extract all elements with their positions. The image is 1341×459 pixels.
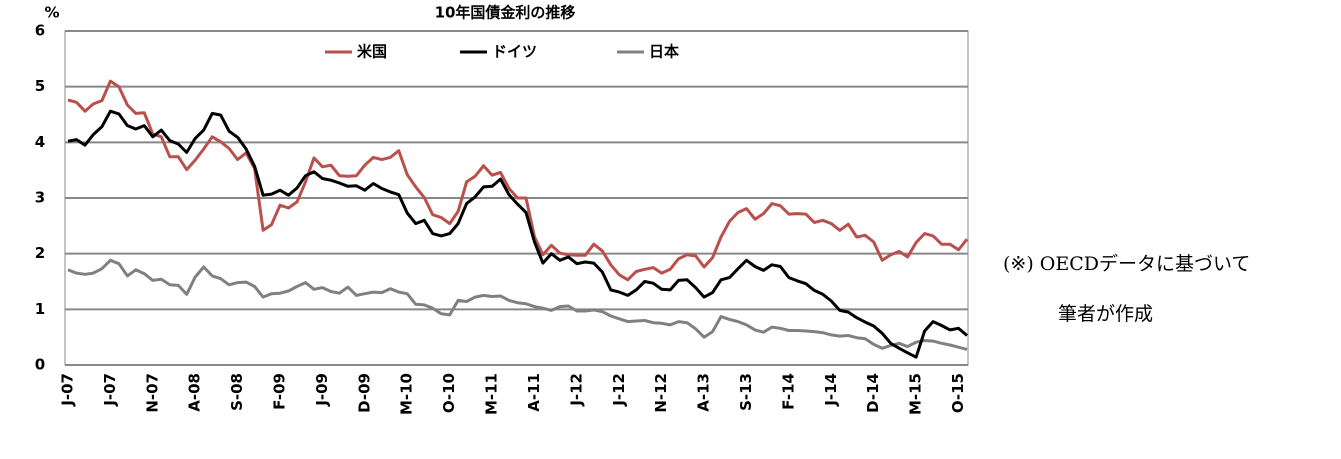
y-tick-label: 4 xyxy=(35,133,45,151)
x-tick-label: S-13 xyxy=(737,373,755,411)
x-tick-label: M-15 xyxy=(907,373,925,415)
x-tick-label: F-14 xyxy=(779,373,797,410)
y-tick-label: 0 xyxy=(35,356,45,374)
y-tick-label: 1 xyxy=(35,300,45,318)
x-tick-label: N-07 xyxy=(143,373,161,413)
x-tick-label: A-13 xyxy=(695,373,713,412)
x-tick-label: O-15 xyxy=(949,373,967,413)
x-tick-label: J-07 xyxy=(101,373,119,407)
x-tick-label: D-14 xyxy=(864,373,882,413)
y-tick-label: 2 xyxy=(35,244,45,262)
y-tick-label: 5 xyxy=(35,77,45,95)
x-tick-label: J-12 xyxy=(567,373,585,407)
y-tick-label: 3 xyxy=(35,189,45,207)
series-line xyxy=(67,258,968,351)
x-tick-label: J-12 xyxy=(610,373,628,407)
legend-label: 日本 xyxy=(649,43,679,61)
legend-label: 米国 xyxy=(357,43,387,61)
x-tick-label: O-10 xyxy=(440,373,458,413)
legend-label: ドイツ xyxy=(492,43,537,61)
x-tick-label: F-09 xyxy=(271,373,289,410)
x-tick-label: D-09 xyxy=(355,373,373,413)
annotation: 筆者が作成 xyxy=(1058,303,1153,325)
series-line xyxy=(67,79,969,282)
x-tick-label: M-10 xyxy=(398,373,416,415)
x-tick-label: M-11 xyxy=(483,373,501,415)
y-tick-label: 6 xyxy=(35,22,45,40)
series-line xyxy=(67,109,968,359)
x-tick-label: S-08 xyxy=(228,373,246,411)
y-axis-label: % xyxy=(44,4,59,22)
x-tick-label: A-11 xyxy=(525,373,543,412)
x-tick-label: J-07 xyxy=(59,373,77,407)
chart-title: 10年国債金利の推移 xyxy=(435,4,576,22)
x-tick-label: N-12 xyxy=(652,373,670,413)
x-tick-label: J-14 xyxy=(822,373,840,407)
x-tick-label: J-09 xyxy=(313,373,331,407)
annotation: (※) OECDデータに基づいて xyxy=(1003,253,1250,275)
x-tick-label: A-08 xyxy=(186,373,204,412)
